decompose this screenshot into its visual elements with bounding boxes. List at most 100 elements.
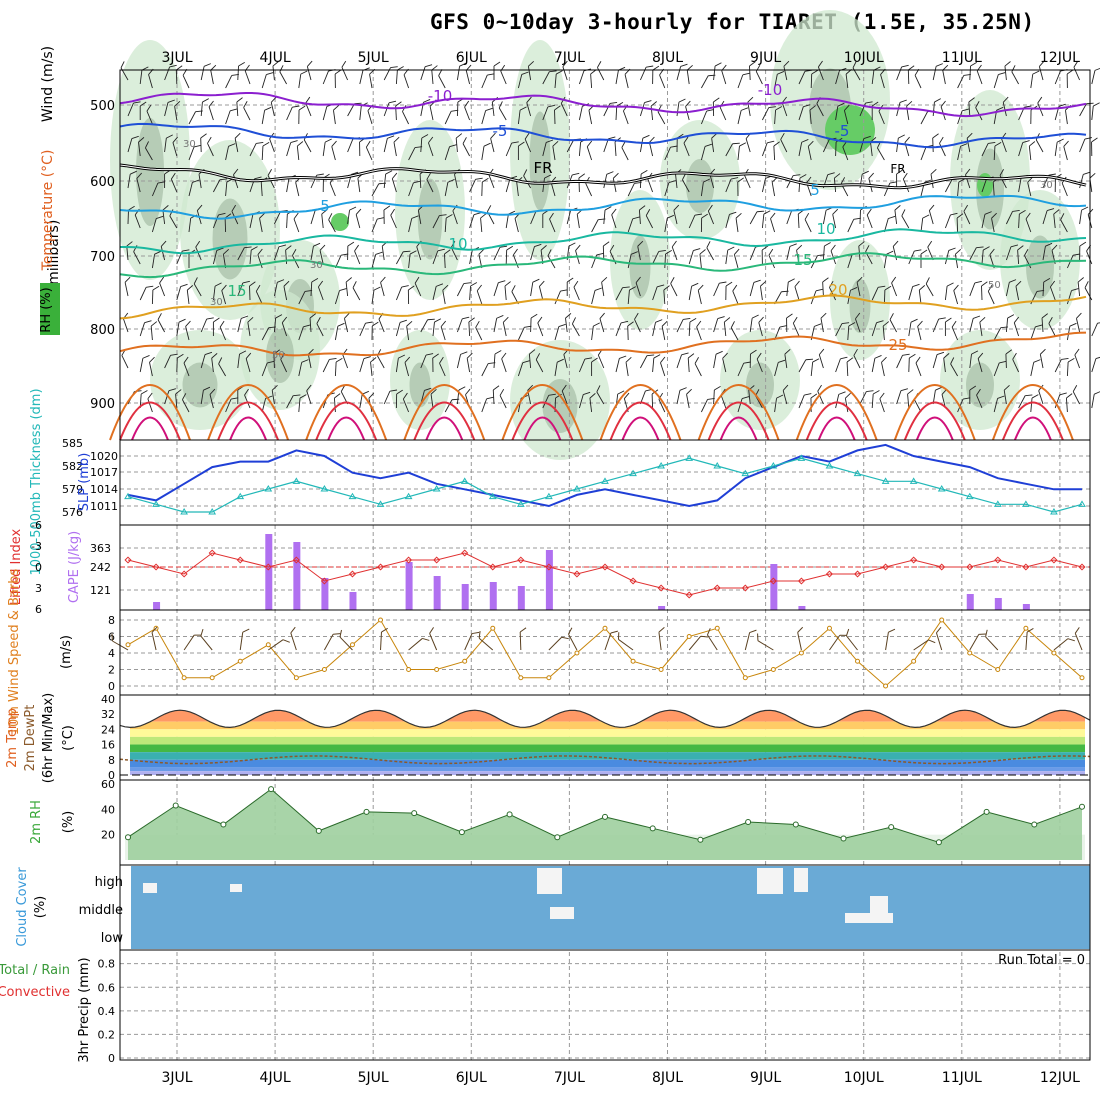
wind-barb: [891, 276, 898, 297]
wind-barb: [634, 312, 641, 333]
wind-barb: [969, 315, 981, 333]
wind-barb: [686, 65, 693, 85]
thickness-point: [993, 500, 1002, 507]
wind-barb: [322, 173, 330, 193]
wind-barb: [321, 209, 328, 229]
thickness-point: [460, 477, 469, 484]
wind-barb: [676, 98, 686, 117]
lifted-point: [1022, 563, 1030, 571]
wind-barb: [907, 65, 915, 85]
wind-barb: [395, 354, 406, 373]
wind-barb: [822, 242, 831, 261]
lifted-point: [124, 556, 132, 564]
wind-barb: [622, 104, 629, 125]
wind-barb: [1079, 102, 1094, 117]
wind-barb: [305, 96, 312, 117]
wind-barb: [530, 313, 538, 333]
wind-barb: [969, 246, 984, 261]
isotherm-line: [119, 252, 1087, 279]
wind-barb: [914, 68, 922, 89]
rh-high-area: [977, 173, 993, 197]
wind-barb: [957, 143, 968, 161]
cape-tick-label: 242: [90, 561, 111, 574]
wind-barb: [552, 140, 559, 161]
wind-barb: [371, 321, 379, 341]
wind-barb: [383, 205, 391, 225]
wind-barb: [542, 104, 555, 121]
wind-barb: [160, 240, 167, 261]
wind-barb: [652, 319, 663, 337]
wind-barb: [1018, 394, 1033, 409]
slp-tick-label: 1020: [90, 450, 118, 463]
wind-barb: [403, 68, 410, 89]
bottom-date-label: 10JUL: [844, 1070, 884, 1086]
wind-barb: [383, 66, 398, 81]
wind-barb: [573, 280, 580, 301]
wind-barb: [371, 217, 385, 233]
warm-arc: [207, 384, 290, 441]
wind-barb: [956, 213, 964, 233]
rh2m-tick-label: 60: [101, 778, 115, 791]
wind-barb: [1063, 140, 1069, 161]
wind-barb: [420, 318, 435, 333]
wind-barb: [1024, 249, 1032, 269]
thickness-point: [1078, 500, 1086, 507]
wind10-barb: [913, 639, 936, 651]
thickness-tick-label: 585: [62, 437, 83, 450]
wind-barb: [127, 170, 137, 189]
rh-axis-label: RH (%): [39, 287, 54, 332]
wind-barb: [380, 276, 386, 297]
wind-barb: [176, 353, 184, 373]
wind-barb: [354, 244, 361, 265]
wind-barb: [359, 356, 371, 373]
wind10-barb: [617, 632, 634, 651]
wind-barb: [285, 245, 292, 265]
rh2m-point: [1031, 821, 1038, 828]
thickness-point: [292, 477, 301, 484]
cloud-unit-label: (%): [33, 896, 48, 919]
wind-barb: [450, 240, 458, 261]
rh-contour-label: 30: [183, 139, 196, 150]
wind-barb: [1079, 137, 1092, 153]
wind-barb: [139, 101, 147, 120]
thickness-point: [376, 500, 385, 507]
wind-barb: [195, 240, 202, 261]
wind-barb: [144, 141, 153, 161]
thickness-point: [657, 462, 666, 469]
wind-barb: [244, 64, 251, 85]
wind-barb: [345, 277, 352, 297]
isotherm-line: [120, 228, 1087, 255]
wind-barb: [783, 60, 790, 81]
thickness-tick-label: 582: [62, 460, 83, 473]
rh2m-point: [745, 819, 752, 825]
wind-barb: [475, 320, 483, 341]
thickness-point: [124, 492, 132, 500]
wind-barb: [498, 101, 507, 121]
wind-barb: [820, 312, 827, 333]
wind-barb: [1038, 60, 1045, 81]
lifted-point: [573, 570, 581, 578]
wind-barb: [621, 141, 629, 161]
isotherm-label: 25: [888, 336, 907, 354]
wind-barb: [517, 325, 532, 341]
wind-barb: [687, 353, 695, 373]
wind-barb: [1091, 356, 1100, 373]
wind-barb: [981, 211, 992, 229]
wind-barb: [915, 356, 922, 377]
cape-bar: [153, 602, 161, 610]
wind-barb: [730, 321, 739, 341]
wind-barb: [440, 320, 447, 341]
wind-barb: [542, 70, 557, 85]
wind-barb: [615, 320, 629, 337]
wind10-point: [237, 658, 243, 664]
wind-barb: [804, 212, 812, 233]
lifted-point: [320, 577, 328, 585]
wind-barb: [1004, 61, 1011, 81]
wind10-point: [658, 667, 664, 672]
thickness-point: [320, 485, 329, 492]
wind-barb: [408, 215, 419, 233]
lifted-point: [629, 577, 637, 585]
wind-barb: [855, 312, 861, 333]
wind-barb: [920, 214, 930, 233]
temp2m-tick-label: 8: [108, 754, 115, 767]
